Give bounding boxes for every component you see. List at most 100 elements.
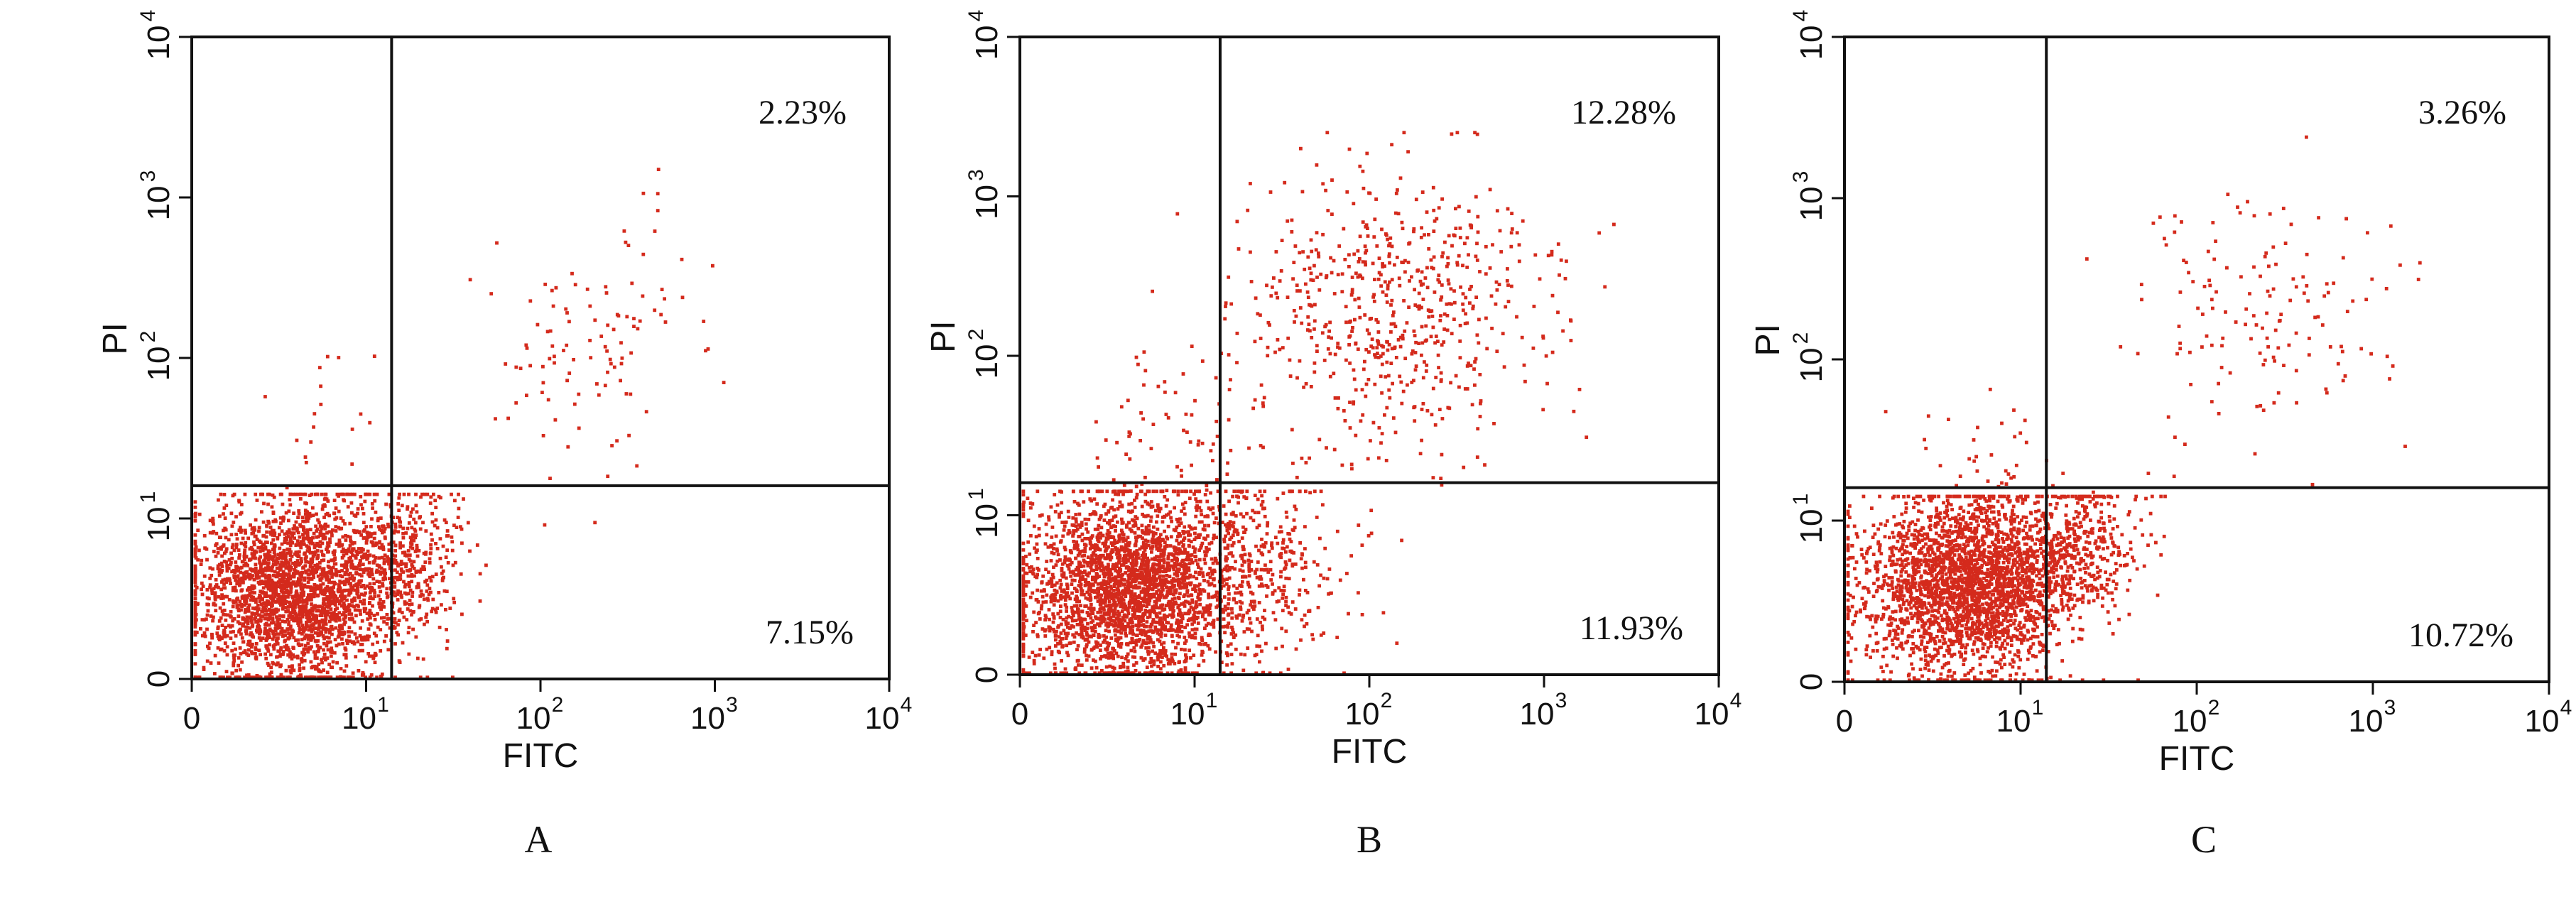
data-point [273,626,278,631]
data-point [1117,611,1121,615]
data-point [208,531,212,535]
data-point [369,571,374,575]
data-point [347,612,352,616]
data-point [407,558,411,561]
data-point [1119,595,1124,599]
data-point [300,643,304,647]
data-point [251,587,255,591]
data-point [392,626,396,630]
data-point [372,354,376,358]
data-point [1051,575,1055,580]
data-point [275,582,278,587]
data-point [1060,490,1063,494]
data-point [412,538,416,543]
data-point [222,630,227,634]
data-point [315,587,320,591]
data-point [193,574,197,578]
data-point [231,589,235,592]
data-point [1104,582,1108,586]
data-point [369,673,374,677]
data-point [1071,633,1075,637]
data-point [251,548,254,552]
data-point [320,492,324,496]
data-point [340,675,344,680]
data-point [572,402,577,406]
data-point [1148,635,1152,639]
data-point [296,492,300,496]
data-point [1064,636,1068,641]
data-point [396,502,401,506]
data-point [1195,509,1199,512]
data-point [1227,499,1231,504]
data-point [355,603,359,607]
data-point [1135,634,1139,637]
data-point [1024,604,1028,608]
data-point [300,660,304,664]
data-point [193,616,197,621]
data-point [292,531,296,536]
data-point [331,627,335,631]
data-point [411,627,415,631]
data-point [1147,641,1151,645]
data-point [226,577,229,581]
data-point [212,550,216,553]
data-point [347,549,351,553]
data-point [306,650,310,654]
data-point [308,585,313,589]
data-point [301,537,305,540]
data-point [259,675,263,680]
data-point [1073,597,1077,602]
data-point [1043,618,1047,622]
data-point [359,626,362,630]
data-point [234,634,238,638]
data-point [287,631,290,636]
data-point [1042,656,1046,660]
data-point [1119,624,1124,629]
data-point [363,536,366,540]
data-point [298,605,302,609]
data-point [1185,656,1189,660]
data-point [322,589,327,592]
data-point [609,361,613,366]
data-point [274,560,278,565]
data-point [322,558,326,562]
data-point [1165,574,1169,577]
data-point [261,590,265,594]
data-point [401,536,406,540]
data-point [282,594,286,599]
data-point [1170,658,1175,662]
data-point [221,596,225,600]
data-point [1169,564,1173,568]
data-point [382,560,386,565]
data-point [1224,608,1227,612]
data-point [281,619,284,624]
data-point [305,531,309,536]
data-point [229,609,233,614]
data-point [1148,660,1152,664]
data-point [386,525,391,529]
data-point [1179,619,1183,623]
data-point [1159,671,1163,675]
data-point [1114,569,1118,572]
data-point [1164,604,1168,607]
data-point [1148,519,1153,523]
data-point [1205,546,1208,550]
data-point [223,516,227,520]
data-point [286,573,289,577]
data-point [238,582,242,586]
data-point [298,543,302,548]
data-point [341,519,345,523]
data-point [1092,510,1096,513]
data-point [1058,640,1063,643]
data-point [1055,559,1060,563]
data-point [1140,643,1144,647]
data-point [264,576,268,580]
data-point [1098,617,1102,621]
data-point [1191,671,1195,675]
data-point [216,646,220,650]
data-point [1124,553,1128,558]
data-point [375,568,379,572]
data-point [252,543,256,547]
data-point [284,668,288,673]
data-point [1067,531,1072,535]
